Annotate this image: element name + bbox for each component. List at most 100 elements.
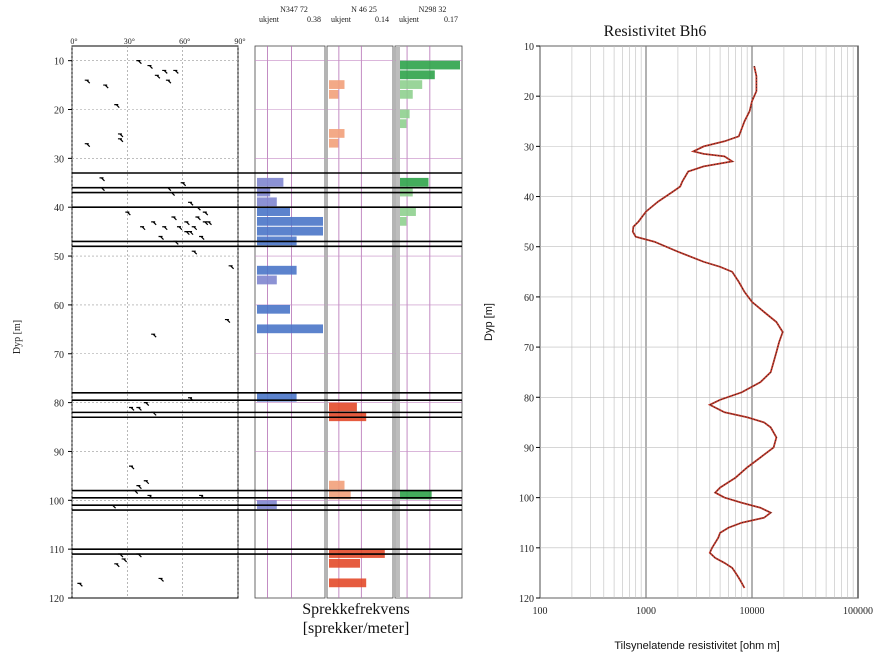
dip-mark xyxy=(114,563,120,568)
dip-mark xyxy=(84,143,91,148)
dip-mark xyxy=(136,485,142,490)
track-sub-value: 0.38 xyxy=(307,15,321,24)
right-y-tick-label: 100 xyxy=(519,494,534,505)
left-y-tick-label: 50 xyxy=(54,252,64,263)
frequency-bar xyxy=(397,216,407,226)
right-y-tick-label: 110 xyxy=(519,544,534,555)
right-x-tick-label: 10000 xyxy=(740,606,765,617)
dip-mark xyxy=(195,216,201,221)
frequency-bar xyxy=(397,89,413,99)
dip-mark xyxy=(171,216,177,221)
dip-mark xyxy=(224,318,231,323)
resistivity-title: Resistivitet Bh6 xyxy=(604,23,707,40)
dip-mark xyxy=(184,231,190,236)
frequency-bar xyxy=(329,402,357,412)
track-sub-value: 0.14 xyxy=(375,15,389,24)
dip-mark xyxy=(103,84,109,89)
right-y-tick-label: 10 xyxy=(524,42,534,53)
track-title: N 46 25 xyxy=(351,5,377,14)
frequency-bar xyxy=(257,392,297,402)
left-y-tick-label: 100 xyxy=(49,496,64,507)
frequency-bar xyxy=(257,226,323,236)
frequency-bar xyxy=(257,304,290,314)
frequency-bar xyxy=(397,119,407,129)
track3-side-strip xyxy=(396,46,400,598)
dip-tick-label: 30° xyxy=(124,37,135,46)
right-y-tick-label: 90 xyxy=(524,443,534,454)
left-y-tick-label: 70 xyxy=(54,350,64,361)
dip-mark xyxy=(162,69,168,74)
left-y-axis-label: Dyp [m] xyxy=(12,320,23,354)
dip-mark xyxy=(143,480,150,485)
caption-line1: Sprekkefrekvens xyxy=(302,601,410,618)
left-y-tick-label: 80 xyxy=(54,399,64,410)
frequency-bar xyxy=(329,480,345,490)
frequency-bar xyxy=(329,138,339,148)
dip-mark xyxy=(202,211,209,216)
right-x-tick-label: 100 xyxy=(533,606,548,617)
dip-mark xyxy=(99,177,105,182)
track-title: N298 32 xyxy=(419,5,447,14)
right-y-tick-label: 70 xyxy=(524,343,534,354)
dip-mark xyxy=(188,231,194,236)
frequency-bar xyxy=(329,129,345,138)
frequency-bar xyxy=(397,60,460,70)
resistivity-curve-dots xyxy=(632,66,784,589)
frequency-bar xyxy=(257,207,290,216)
dip-mark xyxy=(140,226,146,231)
right-y-tick-label: 50 xyxy=(524,243,534,254)
dip-mark xyxy=(143,402,150,407)
frequency-bar xyxy=(329,578,367,588)
dip-mark xyxy=(158,235,164,240)
track-sub-prefix: ukjent xyxy=(331,15,352,24)
dip-mark xyxy=(191,226,198,231)
dip-mark xyxy=(188,201,194,206)
left-y-tick-label: 120 xyxy=(49,594,64,605)
dip-mark xyxy=(158,577,164,582)
right-y-tick-label: 120 xyxy=(519,594,534,605)
track-sub-value: 0.17 xyxy=(444,15,458,24)
dip-mark xyxy=(184,221,190,226)
dip-tick-label: 0° xyxy=(70,37,77,46)
right-x-axis-label: Tilsynelatende resistivitet [ohm m] xyxy=(614,640,779,652)
right-y-tick-label: 30 xyxy=(524,142,534,153)
dip-mark xyxy=(114,104,120,109)
frequency-bar xyxy=(257,275,277,285)
track-frame xyxy=(394,45,463,599)
frequency-bar xyxy=(257,324,323,334)
track-title: N347 72 xyxy=(280,5,308,14)
dip-mark xyxy=(77,582,83,587)
frequency-bar xyxy=(397,80,423,89)
dip-mark xyxy=(199,235,205,240)
frequency-bar xyxy=(397,70,435,80)
frequency-bar xyxy=(329,80,345,89)
right-x-tick-label: 1000 xyxy=(636,606,656,617)
track-sub-prefix: ukjent xyxy=(259,15,280,24)
frequency-bar xyxy=(397,177,429,187)
dip-mark xyxy=(129,465,135,470)
dip-mark xyxy=(176,226,183,231)
dip-mark xyxy=(165,79,172,84)
dip-mark xyxy=(154,74,161,79)
caption-line2: [sprekker/meter] xyxy=(303,620,410,637)
frequency-bar xyxy=(329,558,360,568)
right-y-tick-label: 60 xyxy=(524,293,534,304)
right-y-tick-label: 20 xyxy=(524,92,534,103)
track-frame xyxy=(326,45,394,599)
dip-mark xyxy=(129,406,135,411)
dip-mark xyxy=(117,138,124,143)
left-y-tick-label: 20 xyxy=(54,106,64,117)
frequency-bar xyxy=(257,177,284,187)
left-y-tick-label: 30 xyxy=(54,154,64,165)
dip-mark xyxy=(202,221,209,226)
dip-mark xyxy=(191,250,198,255)
dip-mark xyxy=(136,406,142,411)
right-x-tick-label: 100000 xyxy=(843,606,873,617)
left-y-tick-label: 110 xyxy=(49,545,64,556)
frequency-bar xyxy=(397,490,432,500)
frequency-bar xyxy=(397,207,416,216)
dip-mark xyxy=(136,60,142,65)
dip-mark xyxy=(206,221,212,226)
